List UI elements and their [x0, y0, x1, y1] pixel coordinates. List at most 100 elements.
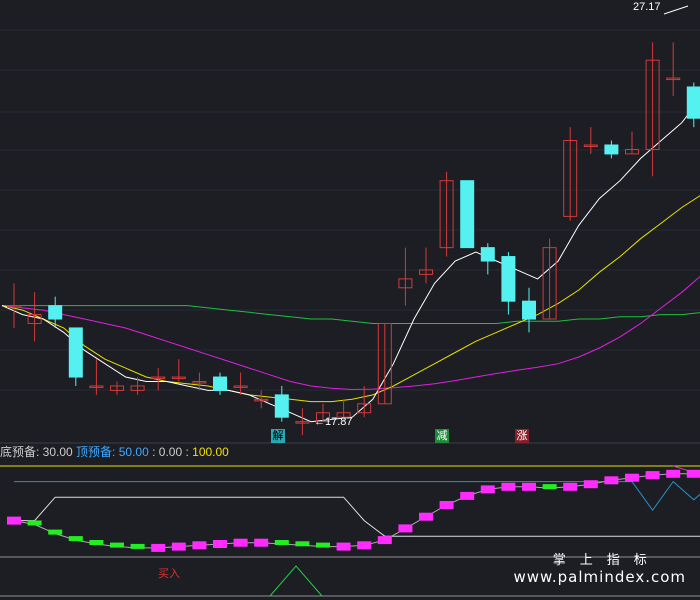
candle: [377, 322, 392, 405]
candle: [419, 247, 433, 284]
indicator-bar: [254, 538, 269, 547]
candle: [27, 292, 42, 342]
candle: [48, 296, 63, 328]
indicator-bar: [480, 485, 495, 494]
candle-body: [336, 412, 351, 418]
candle-body: [274, 394, 289, 418]
candle: [563, 127, 578, 221]
candle-body: [357, 403, 372, 414]
top-ready-label: 顶预备:: [76, 445, 119, 459]
signal-tag-jian: 减: [435, 429, 449, 443]
candle-body: [625, 148, 639, 155]
indicator-bar: [192, 541, 207, 550]
value-hundred: : 100.00: [185, 445, 229, 459]
candle: [522, 287, 536, 333]
value-zero: : 0.00: [152, 445, 183, 459]
indicator-bar: [583, 480, 598, 489]
indicator-bar: [460, 491, 475, 500]
ma-long-line: [1, 275, 700, 391]
signal-tag-jie: 解: [271, 429, 285, 443]
candle-body: [254, 398, 269, 402]
bottom-ready-label: 底预备:: [0, 445, 43, 459]
high-price-label: 27.17: [633, 1, 661, 13]
candle-body: [295, 421, 310, 424]
ma-short-line: [1, 98, 700, 423]
candle-body: [666, 77, 681, 81]
ma-mid-line: [1, 195, 700, 403]
candle: [645, 42, 660, 177]
high-arrow-icon: [663, 5, 689, 15]
candle: [336, 399, 351, 422]
buy-signal-label: 买入: [158, 567, 180, 580]
signal-tag-zhang: 涨: [515, 429, 529, 443]
indicator-bar: [151, 543, 166, 552]
candle-body: [377, 322, 392, 405]
bottom-ready-value: 30.00: [42, 445, 73, 459]
candle-body: [439, 180, 454, 249]
indicator-bar: [645, 471, 660, 480]
indicator-bar: [419, 512, 433, 521]
candle: [357, 385, 372, 418]
candle: [213, 372, 227, 395]
indicator-bar: [336, 542, 351, 551]
candle: [625, 131, 639, 155]
candle-body: [583, 144, 598, 147]
indicator-bar: [233, 538, 248, 547]
candle-body: [27, 314, 42, 324]
indicator-bar: [398, 524, 413, 533]
indicator-bar: [48, 529, 63, 535]
indicator-header: 底预备: 30.00 顶预备: 50.00 : 0.00 : 100.00: [0, 444, 229, 460]
watermark-url: www.palmindex.com: [513, 568, 686, 586]
candle: [130, 377, 145, 395]
indicator-bar: [7, 516, 21, 525]
candle: [110, 381, 124, 395]
candle-body: [480, 247, 495, 262]
indicator-bar: [625, 473, 639, 482]
candle-body: [460, 180, 475, 249]
candle-body: [398, 278, 413, 289]
candle-body: [7, 305, 21, 308]
candle-body: [130, 385, 145, 391]
indicator-bar: [686, 469, 700, 478]
candle-body: [542, 247, 557, 320]
candle-body: [316, 412, 330, 423]
watermark: 掌上指标 www.palmindex.com: [513, 549, 686, 586]
grid-lines: [0, 29, 700, 444]
candle: [254, 390, 269, 409]
candle: [604, 140, 619, 159]
candle: [460, 180, 475, 249]
candle: [501, 252, 516, 315]
indicator-white-line: [14, 496, 700, 537]
indicator-bar: [295, 541, 310, 547]
moving-average-lines: [1, 98, 700, 423]
green-v-marker: [269, 565, 323, 597]
top-ready-value: 50.00: [118, 445, 149, 459]
candle-body: [89, 385, 104, 388]
indicator-bar: [130, 543, 145, 549]
candle: [68, 327, 83, 386]
indicator-bar: [110, 542, 124, 548]
indicator-bar: [542, 484, 557, 490]
indicator-panel[interactable]: 买入: [0, 465, 700, 597]
candle: [686, 82, 700, 128]
candle: [89, 359, 104, 395]
candle: [439, 171, 454, 257]
candle: [480, 243, 495, 275]
indicator-bar: [316, 542, 330, 548]
candle: [398, 247, 413, 306]
candle-body: [501, 256, 516, 302]
indicator-bar: [666, 469, 681, 478]
indicator-bar: [68, 536, 83, 542]
candlesticks[interactable]: [7, 5, 700, 436]
candle-body: [522, 300, 536, 320]
candle: [316, 403, 330, 423]
watermark-chinese: 掌上指标: [552, 553, 661, 568]
indicator-bar: [213, 540, 227, 548]
candle: [583, 127, 598, 154]
candle: [171, 359, 186, 382]
candle-body: [233, 385, 248, 388]
candle: [151, 368, 166, 391]
indicator-bar: [604, 476, 619, 485]
candle-body: [171, 376, 186, 380]
